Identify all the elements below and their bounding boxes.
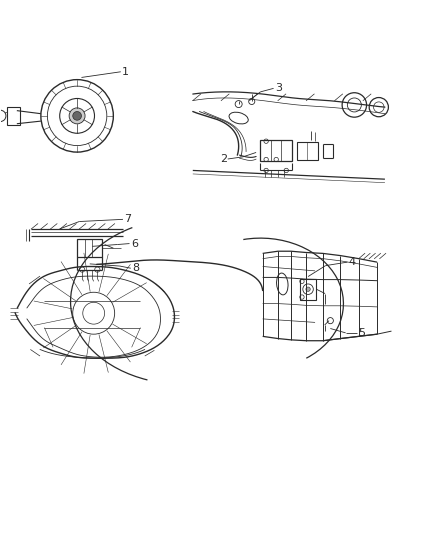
Text: 3: 3 — [275, 83, 282, 93]
Text: 2: 2 — [220, 154, 227, 164]
Text: 5: 5 — [358, 328, 365, 338]
Circle shape — [306, 287, 310, 292]
Text: 1: 1 — [122, 67, 129, 77]
Text: 4: 4 — [349, 257, 356, 267]
Circle shape — [73, 111, 81, 120]
Text: 7: 7 — [124, 214, 131, 224]
Circle shape — [69, 108, 85, 124]
Text: 8: 8 — [132, 263, 139, 273]
Text: 6: 6 — [131, 239, 138, 248]
